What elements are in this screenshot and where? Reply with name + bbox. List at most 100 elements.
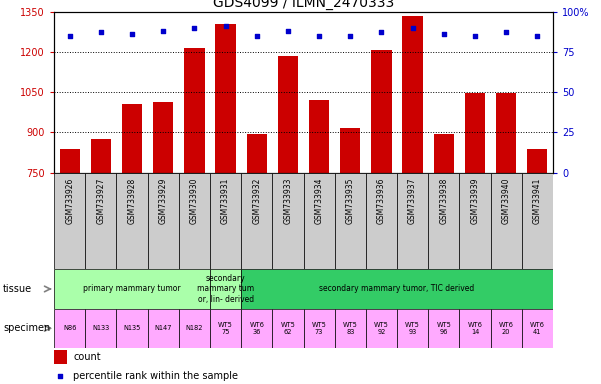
Text: GSM733934: GSM733934 (314, 177, 323, 224)
Bar (185, 48, 204, 173)
Bar (54, 173, 85, 269)
Bar (179, 173, 210, 269)
Bar (54, 350, 67, 364)
Bar (371, 50, 392, 173)
Text: GSM733932: GSM733932 (252, 177, 261, 224)
Bar (278, 56, 298, 173)
Bar (522, 309, 553, 348)
Bar (241, 173, 272, 269)
Point (65, 33, 75, 39)
Text: GSM733926: GSM733926 (65, 177, 74, 224)
Text: specimen: specimen (3, 323, 50, 333)
Bar (459, 309, 490, 348)
Text: WT6
14: WT6 14 (468, 322, 483, 335)
Bar (309, 100, 329, 173)
Text: GSM733935: GSM733935 (346, 177, 355, 224)
Bar (59, 149, 80, 173)
Point (55, 373, 65, 379)
Text: WT5
96: WT5 96 (436, 322, 451, 335)
Text: N86: N86 (63, 325, 76, 331)
Text: GSM733927: GSM733927 (96, 177, 105, 224)
Bar (54, 269, 210, 309)
Bar (397, 309, 429, 348)
Bar (335, 309, 366, 348)
Bar (117, 173, 148, 269)
Bar (246, 134, 267, 173)
Text: N147: N147 (154, 325, 172, 331)
Bar (429, 309, 459, 348)
Bar (85, 309, 117, 348)
Bar (210, 269, 241, 309)
Point (501, 30, 511, 36)
Bar (335, 173, 366, 269)
Bar (366, 309, 397, 348)
Point (314, 33, 324, 39)
Bar (459, 173, 490, 269)
Bar (434, 134, 454, 173)
Point (346, 33, 355, 39)
Bar (210, 173, 241, 269)
Bar (429, 173, 459, 269)
Bar (465, 93, 485, 173)
Point (470, 33, 480, 39)
Bar (272, 173, 304, 269)
Bar (496, 93, 516, 173)
Point (189, 25, 199, 31)
Text: count: count (73, 352, 101, 362)
Point (221, 23, 230, 29)
Bar (148, 309, 179, 348)
Text: WT5
62: WT5 62 (281, 322, 295, 335)
Bar (490, 173, 522, 269)
Point (439, 31, 448, 37)
Bar (304, 309, 335, 348)
Bar (304, 173, 335, 269)
Bar (117, 309, 148, 348)
Point (377, 30, 386, 36)
Bar (85, 173, 117, 269)
Bar (241, 269, 553, 309)
Text: GSM733940: GSM733940 (502, 177, 511, 224)
Text: WT5
93: WT5 93 (405, 322, 420, 335)
Text: GSM733928: GSM733928 (127, 177, 136, 224)
Text: WT5
92: WT5 92 (374, 322, 389, 335)
Bar (340, 128, 361, 173)
Text: WT5
73: WT5 73 (312, 322, 326, 335)
Bar (122, 104, 142, 173)
Text: WT6
20: WT6 20 (499, 322, 514, 335)
Point (408, 25, 418, 31)
Bar (403, 15, 423, 173)
Text: secondary mammary tumor, TIC derived: secondary mammary tumor, TIC derived (319, 285, 475, 293)
Point (532, 33, 542, 39)
Bar (148, 173, 179, 269)
Text: percentile rank within the sample: percentile rank within the sample (73, 371, 238, 381)
Bar (153, 101, 173, 173)
Text: GSM733933: GSM733933 (284, 177, 293, 224)
Bar (527, 149, 548, 173)
Point (127, 31, 137, 37)
Text: GSM733936: GSM733936 (377, 177, 386, 224)
Text: WT6
41: WT6 41 (530, 322, 545, 335)
Text: N182: N182 (186, 325, 203, 331)
Bar (54, 309, 85, 348)
Text: N133: N133 (92, 325, 109, 331)
Point (159, 28, 168, 34)
Text: GSM733929: GSM733929 (159, 177, 168, 224)
Bar (490, 309, 522, 348)
Bar (397, 173, 429, 269)
Bar (241, 309, 272, 348)
Text: N135: N135 (123, 325, 141, 331)
Point (252, 33, 261, 39)
Bar (215, 23, 236, 173)
Bar (522, 173, 553, 269)
Text: secondary
mammary tum
or, lin- derived: secondary mammary tum or, lin- derived (197, 274, 254, 304)
Text: GSM733938: GSM733938 (439, 177, 448, 224)
Text: WT6
36: WT6 36 (249, 322, 264, 335)
Title: GDS4099 / ILMN_2470333: GDS4099 / ILMN_2470333 (213, 0, 394, 10)
Text: GSM733937: GSM733937 (408, 177, 417, 224)
Text: GSM733939: GSM733939 (471, 177, 480, 224)
Point (96, 30, 106, 36)
Bar (210, 309, 241, 348)
Point (283, 28, 293, 34)
Text: tissue: tissue (3, 284, 32, 294)
Bar (366, 173, 397, 269)
